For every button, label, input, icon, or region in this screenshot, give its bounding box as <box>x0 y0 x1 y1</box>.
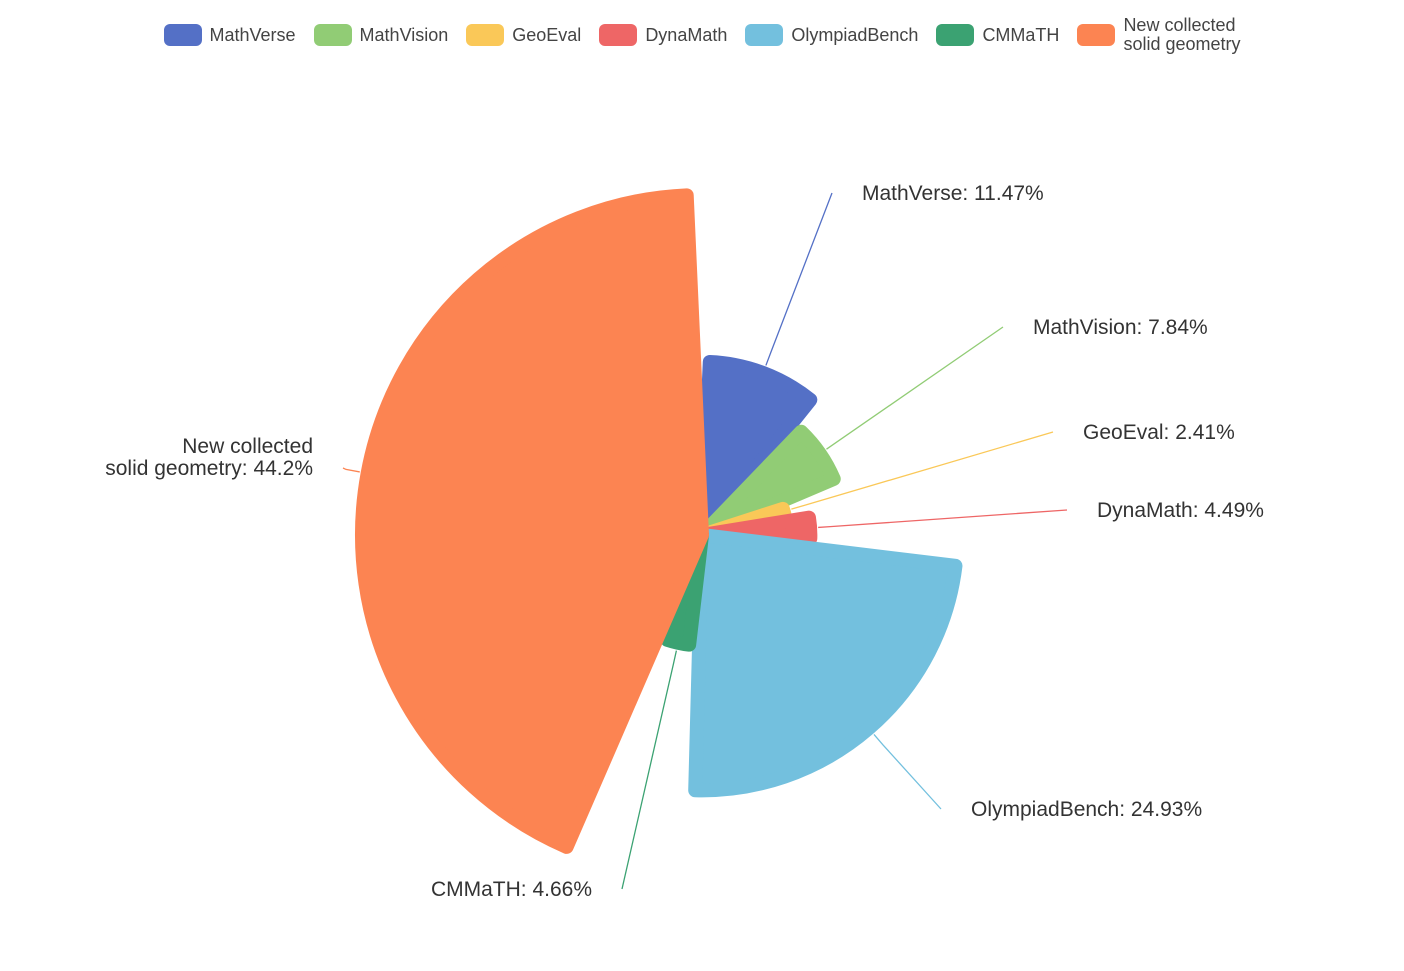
legend-item[interactable]: New collected solid geometry <box>1077 14 1241 56</box>
legend-label: DynaMath <box>645 24 728 45</box>
pie-slice[interactable] <box>695 354 818 542</box>
legend-label: New collected solid geometry <box>1123 15 1241 54</box>
leader-line <box>342 467 360 473</box>
legend-swatch <box>936 24 975 46</box>
legend-swatch <box>163 24 202 46</box>
leader-line <box>621 650 678 890</box>
slice-label: MathVerse: 11.47% <box>862 182 1044 205</box>
legend-item[interactable]: DynaMath <box>599 14 727 56</box>
slice-label: New collected solid geometry: 44.2% <box>105 435 313 480</box>
legend-label: MathVerse <box>209 24 296 45</box>
legend-item[interactable]: OlympiadBench <box>745 14 918 56</box>
legend-item[interactable]: MathVerse <box>163 14 296 56</box>
slice-label: CMMaTH: 4.66% <box>431 878 592 901</box>
legend-label: OlympiadBench <box>791 24 919 45</box>
leader-line <box>765 192 833 366</box>
legend-swatch <box>313 24 352 46</box>
legend-item[interactable]: GeoEval <box>466 14 581 56</box>
legend-swatch <box>599 24 638 46</box>
legend-swatch <box>1077 24 1116 46</box>
legend-label: GeoEval <box>512 24 582 45</box>
slice-label: MathVision: 7.84% <box>1033 316 1208 339</box>
legend-swatch <box>745 24 784 46</box>
chart-legend: MathVerse MathVision GeoEval DynaMath Olympi… <box>0 14 1404 58</box>
leader-line <box>818 509 1068 529</box>
legend-label: CMMaTH <box>982 24 1060 45</box>
legend-item[interactable]: CMMaTH <box>936 14 1059 56</box>
pie-slice[interactable] <box>688 528 963 798</box>
leader-line <box>826 326 1004 450</box>
legend-item[interactable]: MathVision <box>313 14 449 56</box>
slice-label: OlympiadBench: 24.93% <box>971 798 1202 821</box>
slice-label: DynaMath: 4.49% <box>1097 499 1264 522</box>
legend-swatch <box>466 24 505 46</box>
slice-label: GeoEval: 2.41% <box>1083 421 1235 444</box>
pie-slice[interactable] <box>355 188 709 854</box>
leader-line <box>791 431 1054 510</box>
leader-line <box>873 734 942 810</box>
pie-slice[interactable] <box>695 424 841 542</box>
legend-label: MathVision <box>359 24 449 45</box>
